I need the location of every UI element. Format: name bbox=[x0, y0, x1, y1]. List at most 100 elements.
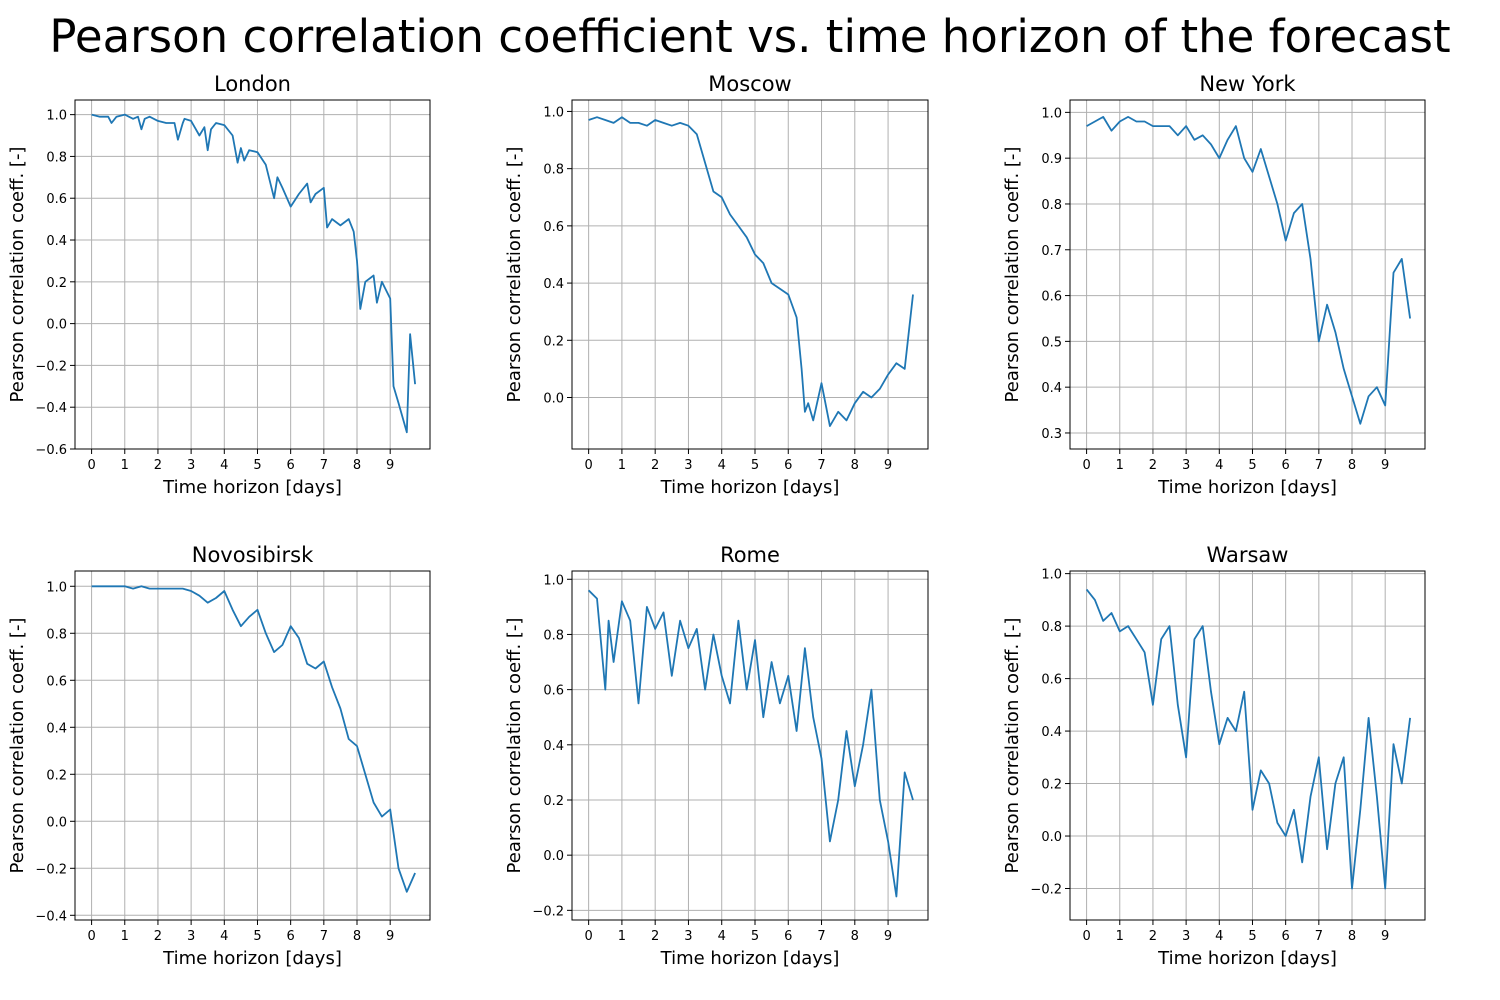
x-tick-label: 7 bbox=[817, 929, 825, 944]
x-tick-label: 9 bbox=[386, 929, 394, 944]
x-tick-label: 9 bbox=[884, 458, 892, 473]
y-tick-label: 0.8 bbox=[46, 150, 67, 165]
x-tick-label: 4 bbox=[718, 458, 726, 473]
x-tick-label: 2 bbox=[651, 929, 659, 944]
x-tick-label: 3 bbox=[684, 458, 692, 473]
x-tick-label: 0 bbox=[1082, 458, 1090, 473]
x-tick-label: 0 bbox=[87, 929, 95, 944]
y-tick-label: 0.4 bbox=[46, 234, 67, 249]
x-axis-label: Time horizon [days] bbox=[1157, 477, 1337, 498]
chart-panel-new-york: 0 1 2 3 4 5 6 7 8 9 0.3 0.4 0.5 0.6 0.7 0.8 0.9 1.0 New Yo… bbox=[1002, 72, 1426, 498]
y-tick-label: 1.0 bbox=[46, 580, 67, 595]
y-tick-label: 0.4 bbox=[543, 277, 564, 292]
y-tick-label: 1.0 bbox=[46, 109, 67, 124]
x-tick-label: 7 bbox=[1315, 929, 1323, 944]
x-tick-label: 1 bbox=[618, 929, 626, 944]
x-tick-label: 9 bbox=[386, 458, 394, 473]
x-axis-label: Time horizon [days] bbox=[162, 477, 342, 498]
data-line bbox=[91, 585, 416, 893]
y-axis-label: Pearson correlation coeff. [-] bbox=[504, 618, 525, 874]
data-line bbox=[1086, 116, 1411, 425]
x-tick-label: 0 bbox=[584, 458, 592, 473]
x-tick-label: 8 bbox=[353, 929, 361, 944]
x-tick-label: 2 bbox=[154, 458, 162, 473]
y-tick-label: −0.2 bbox=[35, 862, 67, 877]
x-tick-label: 5 bbox=[1248, 929, 1256, 944]
x-tick-label: 9 bbox=[1381, 458, 1389, 473]
y-tick-label: 0.2 bbox=[46, 768, 67, 783]
y-tick-label: 0.0 bbox=[1041, 830, 1062, 845]
y-tick-label: 0.0 bbox=[543, 392, 564, 407]
chart-panel-warsaw: 0 1 2 3 4 5 6 7 8 9 −0.2 0.0 0.2 0.4 0.6 0.8 1.0 Warsaw Ti… bbox=[1002, 543, 1426, 969]
y-axis-label: Pearson correlation coeff. [-] bbox=[1002, 618, 1023, 874]
x-tick-label: 1 bbox=[1116, 929, 1124, 944]
x-tick-label: 4 bbox=[1215, 458, 1223, 473]
y-tick-label: 0.6 bbox=[543, 220, 564, 235]
y-tick-label: 0.6 bbox=[1041, 290, 1062, 305]
x-tick-label: 4 bbox=[220, 458, 228, 473]
x-tick-label: 2 bbox=[651, 458, 659, 473]
panel-title: Novosibirsk bbox=[192, 543, 314, 567]
y-tick-label: 1.0 bbox=[1041, 568, 1062, 583]
y-tick-label: 0.3 bbox=[1041, 427, 1062, 442]
plot-frame bbox=[1069, 99, 1426, 450]
y-tick-label: −0.6 bbox=[35, 443, 67, 458]
y-tick-label: 0.8 bbox=[46, 627, 67, 642]
x-tick-label: 8 bbox=[851, 458, 859, 473]
x-axis-label: Time horizon [days] bbox=[162, 948, 342, 969]
x-tick-label: 1 bbox=[121, 458, 129, 473]
x-tick-label: 6 bbox=[784, 458, 792, 473]
chart-panel-london: 0 1 2 3 4 5 6 7 8 9 −0.6 −0.4 −0.2 0.0 0.2 0.4 0.6 0.8 1.0… bbox=[7, 72, 431, 498]
y-tick-label: 0.0 bbox=[543, 849, 564, 864]
y-tick-label: 0.6 bbox=[46, 674, 67, 689]
y-tick-label: 0.2 bbox=[46, 276, 67, 291]
y-tick-label: −0.2 bbox=[532, 904, 564, 919]
x-tick-label: 4 bbox=[220, 929, 228, 944]
panel-title: Warsaw bbox=[1207, 543, 1289, 567]
y-tick-label: 0.8 bbox=[543, 628, 564, 643]
x-tick-label: 5 bbox=[253, 458, 261, 473]
chart-panel-moscow: 0 1 2 3 4 5 6 7 8 9 0.0 0.2 0.4 0.6 0.8 1.0 Moscow Time h… bbox=[504, 72, 929, 498]
y-axis-label: Pearson correlation coeff. [-] bbox=[7, 618, 28, 874]
x-tick-label: 3 bbox=[187, 929, 195, 944]
y-tick-label: 0.8 bbox=[1041, 620, 1062, 635]
x-tick-label: 7 bbox=[817, 458, 825, 473]
data-line bbox=[91, 113, 416, 434]
y-tick-label: 1.0 bbox=[1041, 106, 1062, 121]
x-tick-label: 2 bbox=[154, 929, 162, 944]
data-line bbox=[1085, 588, 1411, 890]
y-tick-label: −0.4 bbox=[35, 401, 67, 416]
y-tick-label: 0.2 bbox=[1041, 778, 1062, 793]
x-tick-label: 9 bbox=[884, 929, 892, 944]
x-tick-label: 3 bbox=[187, 458, 195, 473]
x-tick-label: 1 bbox=[121, 929, 129, 944]
x-tick-label: 8 bbox=[1348, 929, 1356, 944]
x-tick-label: 6 bbox=[784, 929, 792, 944]
x-tick-label: 8 bbox=[353, 458, 361, 473]
y-tick-label: 0.2 bbox=[543, 334, 564, 349]
y-tick-label: 0.8 bbox=[543, 163, 564, 178]
x-tick-label: 3 bbox=[684, 929, 692, 944]
y-tick-label: 0.6 bbox=[46, 192, 67, 207]
data-line bbox=[588, 116, 914, 428]
y-axis-label: Pearson correlation coeff. [-] bbox=[7, 147, 28, 403]
x-tick-label: 4 bbox=[718, 929, 726, 944]
y-tick-label: 1.0 bbox=[543, 105, 564, 120]
x-axis-label: Time horizon [days] bbox=[1157, 948, 1337, 969]
y-tick-label: 0.5 bbox=[1041, 335, 1062, 350]
x-tick-label: 2 bbox=[1149, 458, 1157, 473]
panel-title: New York bbox=[1199, 72, 1296, 96]
y-tick-label: 0.6 bbox=[1041, 673, 1062, 688]
x-tick-label: 0 bbox=[1082, 929, 1090, 944]
x-tick-label: 6 bbox=[287, 458, 295, 473]
y-tick-label: 0.8 bbox=[1041, 198, 1062, 213]
x-tick-label: 2 bbox=[1149, 929, 1157, 944]
y-axis-label: Pearson correlation coeff. [-] bbox=[504, 147, 525, 403]
x-tick-label: 6 bbox=[1282, 458, 1290, 473]
x-tick-label: 7 bbox=[1315, 458, 1323, 473]
x-tick-label: 5 bbox=[253, 929, 261, 944]
y-tick-label: 0.4 bbox=[46, 721, 67, 736]
x-tick-label: 4 bbox=[1215, 929, 1223, 944]
x-tick-label: 3 bbox=[1182, 929, 1190, 944]
